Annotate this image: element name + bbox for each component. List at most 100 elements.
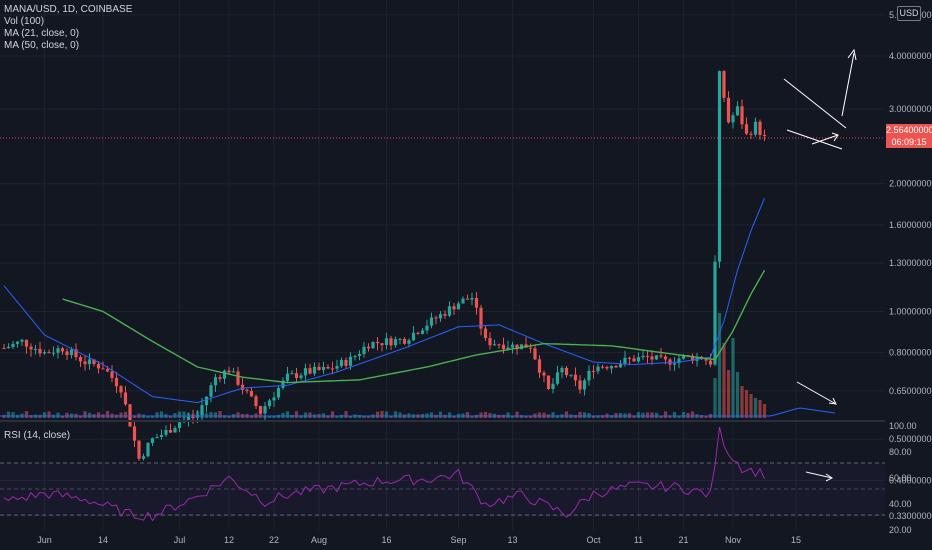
volume-bar xyxy=(42,412,47,418)
volume-bar xyxy=(753,398,758,418)
volume-bar xyxy=(362,415,366,418)
time-tick-label: 15 xyxy=(791,535,801,545)
volume-bar xyxy=(582,412,587,418)
volume-bar xyxy=(632,415,636,418)
time-tick-label: 14 xyxy=(98,535,108,545)
candle-body xyxy=(443,314,447,316)
volume-bar xyxy=(375,411,380,418)
rsi-tick-label: 80.00 xyxy=(889,447,912,457)
volume-bar xyxy=(11,412,15,418)
candle-body xyxy=(533,348,537,360)
candle-body xyxy=(371,341,375,349)
time-tick-label: 22 xyxy=(269,535,279,545)
candle-body xyxy=(339,360,344,367)
candle-body xyxy=(600,366,605,368)
candle-body xyxy=(654,355,659,360)
candle-body xyxy=(348,356,353,366)
volume-bar xyxy=(681,411,686,418)
candle-body xyxy=(740,106,744,125)
volume-bar xyxy=(609,415,614,418)
candle-body xyxy=(722,71,726,98)
candle-body xyxy=(222,370,227,379)
price-tick-label: 2.00000000 xyxy=(889,179,932,189)
volume-bar xyxy=(564,411,569,418)
candle-body xyxy=(402,338,407,344)
candle-body xyxy=(258,406,263,414)
symbol-title[interactable]: MANA/USD, 1D, COINBASE xyxy=(4,4,133,15)
candle-body xyxy=(465,298,470,300)
volume-bar xyxy=(6,411,11,418)
candle-body xyxy=(69,349,74,356)
candle-body xyxy=(483,328,488,339)
candle-body xyxy=(587,370,591,381)
candle-body xyxy=(542,372,546,376)
candle-body xyxy=(204,396,209,406)
volume-bar xyxy=(159,411,164,418)
candle-body xyxy=(528,347,533,349)
volume-bar xyxy=(335,415,339,418)
price-axis[interactable]: 6.500000005.000000004.000000003.00000000… xyxy=(889,0,932,521)
candle-body xyxy=(762,134,767,136)
candle-body xyxy=(312,366,317,374)
price-tick-label: 0.40000000 xyxy=(889,475,932,485)
candle-body xyxy=(618,363,623,368)
volume-bar xyxy=(182,411,186,418)
ma21-line xyxy=(3,197,765,404)
volume-bar xyxy=(506,412,510,418)
volume-bar xyxy=(483,412,488,418)
candle-body xyxy=(384,338,389,346)
candle-body xyxy=(501,344,506,349)
candle-body xyxy=(101,368,105,370)
volume-bar xyxy=(641,412,645,418)
volume-bar xyxy=(704,415,708,418)
candle-body xyxy=(105,369,110,372)
volume-bar xyxy=(384,411,389,418)
candle-body xyxy=(663,356,668,360)
rsi-legend[interactable]: RSI (14, close) xyxy=(4,430,71,441)
ma21-legend[interactable]: MA (21, close, 0) xyxy=(4,28,80,39)
volume-bar xyxy=(726,370,731,418)
volume-bar xyxy=(348,415,353,418)
time-tick-label: Jun xyxy=(37,535,52,545)
candle-body xyxy=(218,377,222,379)
candle-body xyxy=(78,357,83,362)
volume-bar xyxy=(281,412,285,418)
time-axis[interactable]: Jun 14 Jul 12 22 Aug 16 Sep 13 Oct 11 21 Nov 15 xyxy=(37,535,801,545)
candle-body xyxy=(506,347,510,349)
candle-body xyxy=(141,456,146,459)
candle-body xyxy=(546,375,551,389)
candle-body xyxy=(6,346,11,349)
candle-body xyxy=(15,341,20,344)
drawing-annotations[interactable] xyxy=(783,48,857,482)
volume-bar xyxy=(537,412,542,418)
candle-body xyxy=(411,332,416,341)
candle-body xyxy=(173,428,177,433)
volume-bar xyxy=(690,411,695,418)
time-tick-label: 21 xyxy=(678,535,688,545)
rsi-axis[interactable]: 100.00 80.00 60.00 40.00 20.00 xyxy=(889,421,917,535)
volume-bar xyxy=(150,415,155,418)
currency-badge[interactable]: USD xyxy=(897,6,921,21)
chart-legend: MANA/USD, 1D, COINBASE Vol (100) MA (21,… xyxy=(4,4,132,52)
candle-body xyxy=(357,354,362,356)
breakout-arrow-head xyxy=(847,48,857,61)
volume-bar xyxy=(389,415,393,418)
volume-bar xyxy=(659,415,663,418)
candle-body xyxy=(645,355,650,357)
candle-body xyxy=(321,367,326,370)
volume-bar xyxy=(672,411,677,418)
candle-body xyxy=(758,121,762,135)
price-tick-label: 0.65000000 xyxy=(889,386,932,396)
rsi-line xyxy=(3,426,765,522)
candle-body xyxy=(420,330,425,334)
volume-bar xyxy=(429,412,434,418)
candle-body xyxy=(609,365,614,369)
ma50-legend[interactable]: MA (50, close, 0) xyxy=(4,40,80,51)
volume-bar xyxy=(636,412,641,418)
volume-bar xyxy=(465,412,470,418)
volume-legend[interactable]: Vol (100) xyxy=(4,16,45,27)
volume-bar xyxy=(645,412,650,418)
candle-body xyxy=(168,430,173,433)
time-tick-label: 12 xyxy=(224,535,234,545)
